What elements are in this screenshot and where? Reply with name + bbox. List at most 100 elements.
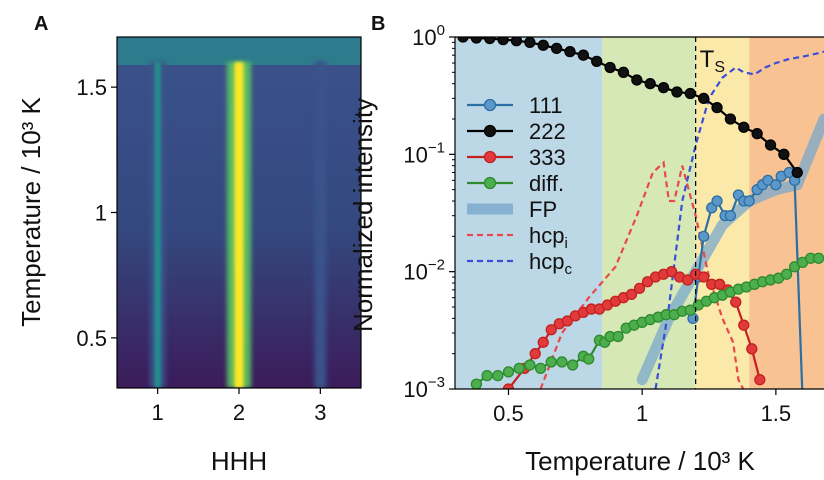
series-111-point <box>698 230 710 242</box>
legend-label: diff. <box>529 171 564 196</box>
panel-a-y-axis-label: Temperature / 10³ K <box>16 96 46 326</box>
series-hcp-c-line <box>654 50 824 389</box>
legend-marker <box>483 124 497 138</box>
legend-item-111: 111 <box>467 93 562 118</box>
series-222-point <box>524 37 536 49</box>
series-222-point <box>577 49 589 61</box>
panel-a-label: A <box>34 13 48 35</box>
streak-core <box>154 62 161 388</box>
series-diff--point <box>583 353 595 365</box>
temperature-region <box>749 37 824 389</box>
legend-label: FP <box>529 197 557 222</box>
legend-label: 111 <box>529 93 562 118</box>
series-333-point <box>738 319 750 331</box>
streak-core <box>234 62 244 388</box>
series-222-point <box>510 37 523 47</box>
series-group <box>457 37 824 405</box>
series-diff--point <box>556 356 568 368</box>
series-333-point <box>746 343 758 355</box>
series-222-point <box>484 37 496 45</box>
x-tick-label: 3 <box>314 400 326 425</box>
legend-marker <box>483 176 497 190</box>
series-222-point <box>698 92 710 105</box>
series-222-point <box>644 78 656 90</box>
series-222-point <box>470 37 483 44</box>
panel-a-x-ticks: 1 2 3 <box>152 388 326 425</box>
series-diff--point <box>502 366 515 378</box>
series-333-point <box>633 282 646 295</box>
legend-item-hcp-i: hcpi <box>467 223 568 252</box>
streak-core <box>317 62 323 388</box>
y-tick-label: 10−1 <box>403 139 445 167</box>
legend-item-hcp-c: hcpc <box>467 249 572 278</box>
x-tick-label: 1.5 <box>761 401 792 426</box>
series-222-point <box>537 39 549 51</box>
panel-b: B 0.5 1 1.5 100 10−1 10−2 10−3 TS 111222333di… <box>348 13 824 476</box>
panel-b-x-axis-label: Temperature / 10³ K <box>525 446 755 476</box>
y-tick-label: 1 <box>95 201 107 226</box>
y-tick-label: 100 <box>412 22 445 50</box>
series-333-point <box>681 274 694 286</box>
series-333-point <box>529 348 541 360</box>
series-diff--point <box>545 356 557 368</box>
series-111-point <box>798 395 808 405</box>
series-diff--point <box>513 362 525 374</box>
series-222-point <box>497 37 509 46</box>
panel-a-y-ticks: 0.5 1 1.5 <box>76 75 117 351</box>
series-diff--point <box>524 359 536 371</box>
series-333-point <box>754 374 766 386</box>
series-222-point <box>684 87 696 100</box>
series-111-point <box>770 179 782 191</box>
series-222-point <box>764 139 777 151</box>
series-222-point <box>778 148 790 160</box>
series-diff--point <box>567 359 579 371</box>
series-111-point <box>724 210 737 222</box>
x-tick-label: 0.5 <box>493 401 524 426</box>
series-222-point <box>657 82 670 94</box>
legend-marker <box>483 98 497 112</box>
legend-label: hcpc <box>529 249 572 278</box>
series-222-point <box>617 66 630 78</box>
series-111-point <box>711 195 723 207</box>
series-333-point <box>625 288 638 301</box>
panel-b-y-axis-label: Normalized intensity <box>348 98 378 332</box>
series-222-point <box>738 121 750 133</box>
heatmap-streaks <box>149 62 327 388</box>
series-111-point <box>743 195 755 207</box>
series-diff--point <box>470 378 483 389</box>
series-333-point <box>561 315 573 327</box>
panel-b-y-ticks: 100 10−1 10−2 10−3 <box>403 22 455 402</box>
series-222-point <box>724 113 737 125</box>
x-tick-label: 2 <box>233 400 245 425</box>
x-tick-label: 1 <box>152 400 164 425</box>
y-tick-label: 10−3 <box>403 374 445 402</box>
panel-b-label: B <box>371 13 385 35</box>
series-333-point <box>537 336 549 348</box>
series-diff--point <box>481 369 493 382</box>
series-222-point <box>671 86 683 98</box>
legend-label: 333 <box>529 145 566 170</box>
series-333-point <box>665 266 678 278</box>
series-222-point <box>550 42 563 55</box>
heatmap-top-band <box>117 37 361 65</box>
panel-b-x-ticks: 0.5 1 1.5 <box>493 389 791 426</box>
series-222-point <box>711 101 723 114</box>
plot-area-b <box>455 37 824 405</box>
legend-item-222: 222 <box>467 119 566 144</box>
series-333-point <box>502 383 515 389</box>
legend-marker <box>483 150 497 164</box>
panel-a-x-axis-label: HHH <box>211 446 267 476</box>
series-222-point <box>791 166 803 179</box>
series-222-point <box>631 74 643 86</box>
series-diff--point <box>612 330 624 343</box>
series-333-point <box>545 324 557 336</box>
legend-item-diff-: diff. <box>467 171 564 196</box>
series-333-point <box>714 278 726 290</box>
x-tick-label: 1 <box>636 401 648 426</box>
series-222-point <box>604 61 616 74</box>
y-tick-label: 0.5 <box>76 326 107 351</box>
legend-label: 222 <box>529 119 566 144</box>
series-222-point <box>564 46 576 58</box>
legend-label: hcpi <box>529 223 568 252</box>
